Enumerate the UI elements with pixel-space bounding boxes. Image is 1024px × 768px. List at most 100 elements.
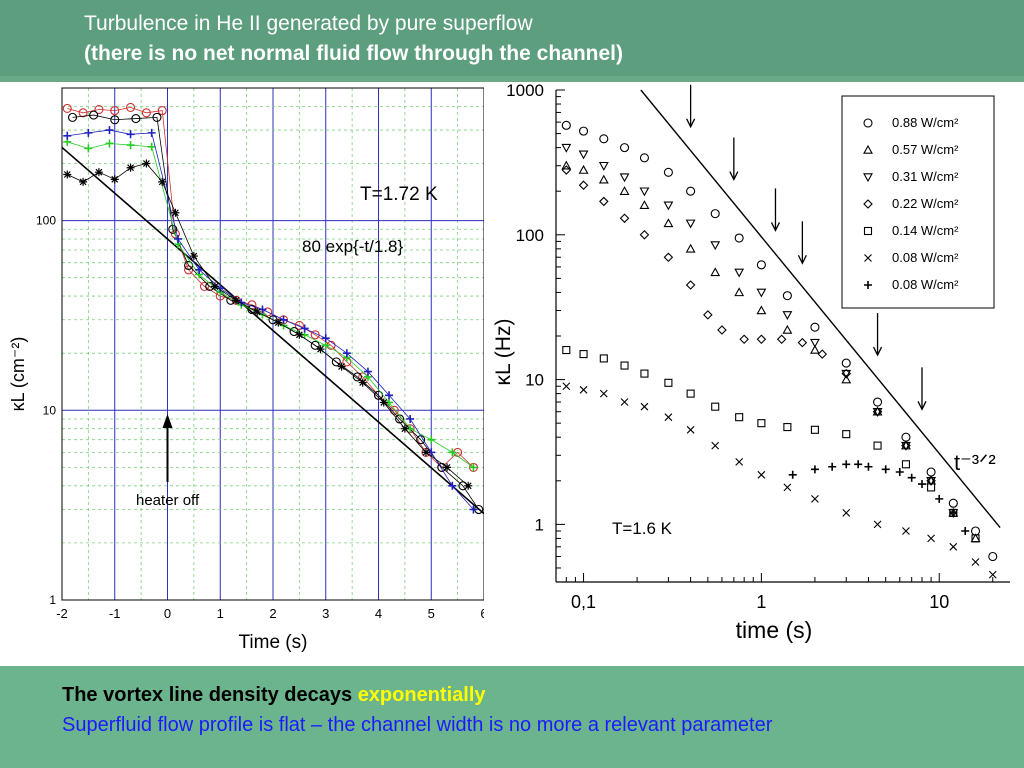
left-data-point bbox=[295, 330, 304, 339]
left-series-0 bbox=[62, 102, 479, 472]
right-data-point bbox=[598, 174, 609, 184]
left-series-line bbox=[67, 163, 469, 487]
left-data-point bbox=[84, 128, 93, 137]
right-data-point bbox=[797, 337, 808, 348]
right-data-point bbox=[686, 186, 696, 196]
right-x-tick-label: 1 bbox=[756, 592, 766, 612]
right-data-point bbox=[619, 213, 630, 224]
right-series-0 bbox=[561, 120, 998, 562]
right-data-point bbox=[562, 345, 571, 355]
left-data-point bbox=[84, 144, 93, 153]
left-fit-line bbox=[61, 146, 485, 515]
right-data-point bbox=[864, 462, 873, 471]
legend-label: 0.57 W/cm² bbox=[892, 142, 959, 157]
right-data-point bbox=[949, 508, 958, 517]
left-data-point bbox=[147, 128, 156, 137]
left-data-point bbox=[331, 357, 341, 367]
right-data-point bbox=[783, 483, 792, 492]
left-data-point bbox=[105, 126, 114, 135]
right-data-point bbox=[809, 338, 820, 348]
right-data-point bbox=[579, 350, 588, 359]
right-x-axis-label: time (s) bbox=[736, 617, 813, 643]
left-data-point bbox=[174, 234, 183, 243]
right-data-point bbox=[619, 186, 630, 195]
right-data-point bbox=[639, 230, 650, 240]
right-data-point bbox=[810, 465, 819, 474]
title-bar: Turbulence in He II generated by pure su… bbox=[0, 0, 1024, 76]
right-data-point bbox=[783, 423, 792, 432]
right-data-point bbox=[579, 385, 588, 394]
right-data-point bbox=[561, 143, 572, 153]
left-data-point bbox=[126, 130, 135, 139]
legend-marker bbox=[863, 226, 873, 236]
right-data-point bbox=[902, 527, 910, 535]
left-data-point bbox=[152, 112, 162, 122]
right-data-point bbox=[561, 165, 572, 175]
right-y-tick-label: 1000 bbox=[506, 82, 544, 100]
right-ticks bbox=[555, 89, 994, 583]
left-data-point bbox=[363, 367, 372, 376]
left-data-point bbox=[421, 448, 430, 457]
right-y-tick-label: 10 bbox=[525, 371, 544, 390]
legend-label: 0.14 W/cm² bbox=[892, 223, 959, 238]
right-data-point bbox=[842, 460, 851, 469]
left-y-tick-label: 1 bbox=[49, 593, 56, 607]
left-data-point bbox=[110, 175, 119, 184]
right-data-point bbox=[776, 334, 787, 345]
left-temperature-label: T=1.72 K bbox=[360, 184, 438, 205]
right-data-point bbox=[926, 467, 936, 477]
power-law-reference-line bbox=[640, 89, 1001, 529]
left-data-point bbox=[379, 398, 388, 407]
left-data-point bbox=[147, 142, 156, 151]
legend-marker bbox=[864, 254, 872, 262]
left-data-point bbox=[342, 349, 351, 358]
right-data-point bbox=[734, 233, 744, 243]
left-data-point bbox=[448, 481, 457, 490]
right-data-point bbox=[828, 462, 837, 471]
left-data-point bbox=[189, 252, 198, 261]
right-data-point bbox=[949, 542, 958, 551]
right-data-point bbox=[757, 419, 766, 428]
right-data-point bbox=[782, 324, 793, 334]
legend-marker bbox=[863, 144, 873, 154]
right-data-point bbox=[640, 402, 649, 411]
right-data-point bbox=[710, 209, 720, 219]
right-data-point bbox=[872, 406, 883, 417]
onset-arrow-head bbox=[729, 171, 739, 182]
left-data-point bbox=[316, 345, 325, 354]
left-data-point bbox=[68, 112, 78, 122]
right-data-point bbox=[872, 407, 883, 417]
right-data-point bbox=[895, 468, 904, 477]
right-chart-panel: 0,1 1 10 1 10 100 1000 time (s) κL (Hz) 0.88 W/cm… bbox=[484, 81, 1024, 666]
right-data-point bbox=[873, 520, 882, 529]
left-data-point bbox=[141, 108, 151, 118]
left-data-point bbox=[253, 307, 262, 316]
right-data-point bbox=[927, 534, 935, 543]
right-data-point bbox=[841, 358, 851, 368]
right-legend: 0.88 W/cm² 0.57 W/cm² 0.31 W/cm² 0.22 W/cm²… bbox=[841, 95, 995, 309]
left-data-point bbox=[171, 208, 180, 217]
right-data-point bbox=[971, 534, 980, 543]
right-y-tick-label: 1 bbox=[535, 515, 544, 534]
left-data-point bbox=[79, 177, 88, 186]
right-data-point bbox=[640, 369, 649, 378]
right-data-point bbox=[841, 374, 852, 384]
left-data-point bbox=[321, 341, 330, 350]
right-data-point bbox=[619, 173, 630, 183]
right-data-point bbox=[710, 267, 721, 277]
right-data-point bbox=[788, 470, 797, 479]
left-series-3 bbox=[63, 126, 478, 514]
left-x-tick-label: 0 bbox=[164, 606, 171, 621]
right-data-point bbox=[756, 288, 767, 298]
right-data-point bbox=[935, 494, 944, 503]
right-data-point bbox=[901, 432, 911, 442]
legend-label: 0.22 W/cm² bbox=[892, 196, 959, 211]
right-data-point bbox=[685, 280, 696, 290]
left-data-point bbox=[247, 304, 257, 315]
heater-off-arrow-head bbox=[162, 414, 173, 428]
right-data-point bbox=[685, 219, 696, 229]
legend-marker bbox=[863, 199, 873, 209]
right-data-point bbox=[620, 361, 629, 370]
right-data-point bbox=[901, 460, 911, 469]
left-y-tick-label: 10 bbox=[43, 403, 57, 417]
